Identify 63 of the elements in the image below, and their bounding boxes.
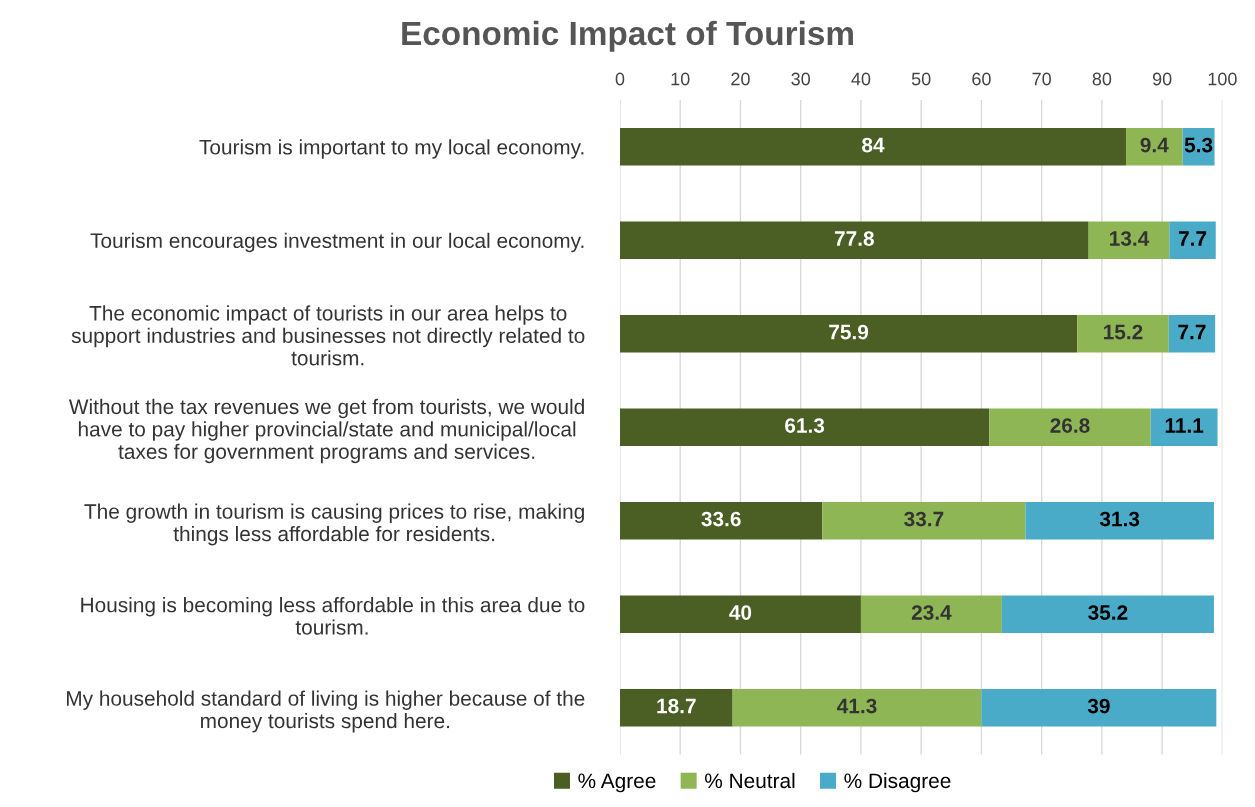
- data-label: 7.7: [1178, 231, 1207, 246]
- bar: [1150, 408, 1218, 447]
- bar: [860, 595, 1002, 633]
- bar: [732, 689, 982, 727]
- chart-title: Economic Impact of Tourism: [402, 20, 853, 52]
- bar: [619, 689, 733, 727]
- data-label: 5.3: [1184, 137, 1213, 153]
- x-tick-label: 40: [851, 72, 871, 86]
- data-label: 13.4: [1110, 231, 1150, 246]
- bar: [619, 221, 1089, 260]
- x-tick-label: 100: [1208, 72, 1237, 86]
- y-tick-label: Tourism is important to my local economy.: [199, 139, 584, 159]
- bar: [619, 128, 1126, 166]
- data-label: 11.1: [1165, 418, 1204, 433]
- data-label: 18.7: [657, 698, 696, 714]
- bar: [1168, 315, 1216, 353]
- x-tick-label: 90: [1152, 72, 1172, 86]
- data-label: 15.2: [1104, 324, 1143, 340]
- x-tick-label: 50: [911, 72, 931, 86]
- bar: [619, 502, 823, 540]
- data-label: 39: [1087, 698, 1110, 714]
- bar: [1125, 128, 1183, 166]
- y-tick-label: Tourism encourages investment in our local economy.: [90, 232, 584, 253]
- bar: [1169, 221, 1216, 260]
- bar: [1025, 502, 1214, 540]
- data-label: 33.6: [701, 511, 741, 527]
- data-label: 23.4: [911, 605, 952, 620]
- x-tick-label: 70: [1032, 72, 1051, 86]
- data-label: 75.9: [829, 324, 869, 340]
- data-label: 84: [862, 137, 885, 153]
- x-tick-label: 20: [731, 72, 750, 86]
- x-tick-label: 80: [1092, 72, 1112, 86]
- bar: [989, 408, 1151, 447]
- bar: [1077, 315, 1169, 353]
- x-tick-label: 0: [615, 72, 625, 86]
- data-label: 61.3: [785, 418, 825, 433]
- x-tick-label: 10: [671, 72, 690, 86]
- x-tick-label: 30: [791, 72, 811, 86]
- y-tick-label: The economic impact of tourists in our area helps to support industries and businesses not directly related to tourism.: [71, 305, 585, 366]
- data-label: 31.3: [1099, 511, 1140, 527]
- data-label: 9.4: [1140, 137, 1169, 153]
- legend-label: % Agree: [578, 773, 656, 793]
- bar: [1088, 221, 1170, 260]
- y-tick-label: Without the tax revenues we get from tourists, we would have to pay higher provincial/state and municipal/local taxes for government programs and services.: [68, 398, 584, 464]
- legend-label: % Disagree: [844, 772, 951, 793]
- bar: [1001, 595, 1214, 633]
- y-tick-label: My household standard of living is higher because of the money tourists spend here.: [67, 690, 585, 733]
- bar: [619, 315, 1078, 353]
- bar: [619, 595, 861, 633]
- bar: [619, 408, 990, 447]
- x-tick-label: 60: [972, 72, 991, 86]
- y-tick-label: The growth in tourism is causing prices to rise, making things less affordable for residents.: [84, 503, 584, 546]
- data-label: 7.7: [1178, 324, 1206, 340]
- bar: [822, 502, 1026, 540]
- legend-label: % Neutral: [705, 772, 795, 789]
- data-label: 77.8: [834, 231, 874, 246]
- data-label: 33.7: [904, 511, 944, 527]
- y-tick-label: Housing is becoming less affordable in this area due to tourism.: [81, 597, 585, 635]
- data-label: 35.2: [1088, 605, 1128, 620]
- data-label: 26.8: [1050, 418, 1090, 433]
- data-label: 41.3: [837, 698, 877, 714]
- bar: [981, 689, 1217, 727]
- data-label: 40: [729, 605, 752, 620]
